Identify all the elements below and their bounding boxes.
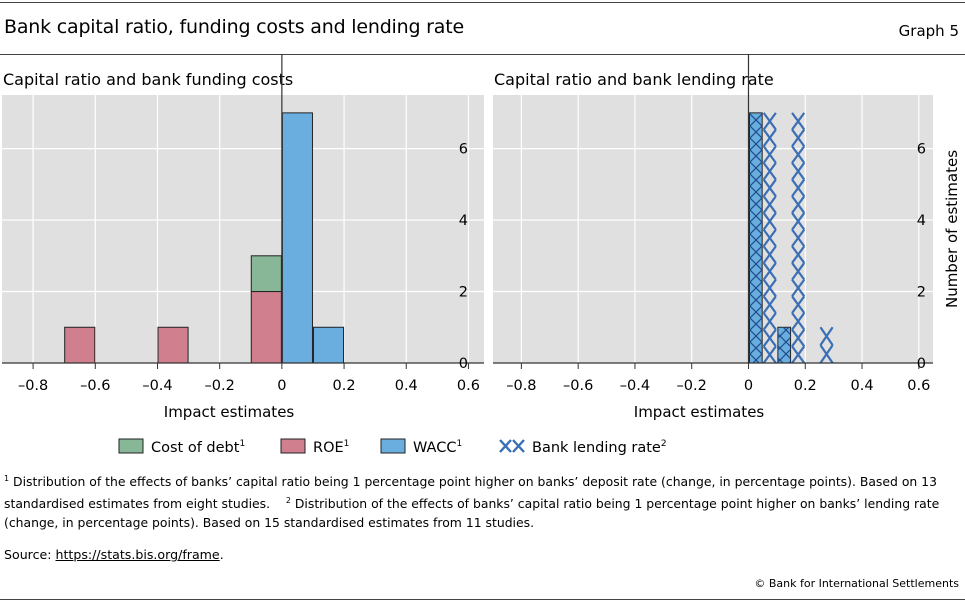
left-bar-cost_of_debt bbox=[250, 255, 282, 293]
legend-label-roe: ROE1 bbox=[313, 439, 349, 456]
charts-canvas: Capital ratio and bank funding costs –0.8… bbox=[2, 54, 961, 456]
left-x-axis-title: Impact estimates bbox=[164, 403, 295, 421]
right-bar-bank-lending-rate bbox=[791, 112, 806, 364]
left-bar-roe bbox=[157, 326, 189, 364]
copyright: © Bank for International Settlements bbox=[754, 577, 959, 590]
source-prefix: Source: bbox=[4, 547, 56, 562]
left-x-tick-label: 0.2 bbox=[333, 378, 356, 394]
left-x-tick-label: –0.2 bbox=[205, 378, 235, 394]
right-y-tick-label: 0 bbox=[917, 356, 926, 372]
top-rule bbox=[0, 2, 965, 3]
right-x-tick-label: 0 bbox=[744, 378, 753, 394]
left-plot-background bbox=[2, 95, 484, 363]
right-x-tick-label: –0.4 bbox=[620, 378, 650, 394]
right-x-tick-label: –0.6 bbox=[563, 378, 593, 394]
legend-swatch-bank_lending_rate bbox=[499, 439, 525, 453]
left-x-tick-label: –0.6 bbox=[80, 378, 110, 394]
left-y-tick-label: 2 bbox=[459, 285, 468, 301]
legend-label-bank_lending_rate: Bank lending rate2 bbox=[532, 439, 667, 456]
right-y-tick-label: 2 bbox=[917, 285, 926, 301]
left-bar-roe bbox=[250, 291, 282, 364]
right-y-tick-label: 4 bbox=[917, 213, 926, 229]
left-y-tick-label: 0 bbox=[459, 356, 468, 372]
legend-label-wacc: WACC1 bbox=[413, 439, 462, 456]
left-bar-roe bbox=[64, 326, 96, 364]
right-x-tick-label: –0.2 bbox=[677, 378, 707, 394]
source-line: Source: https://stats.bis.org/frame. bbox=[4, 547, 224, 562]
right-y-tick-label: 6 bbox=[917, 142, 926, 158]
left-panel-title: Capital ratio and bank funding costs bbox=[3, 70, 293, 89]
footnotes: 1 Distribution of the effects of banks’ … bbox=[4, 469, 962, 532]
left-bar-wacc bbox=[281, 112, 313, 364]
left-x-tick-label: 0.4 bbox=[395, 378, 418, 394]
right-plot-background bbox=[493, 95, 933, 363]
right-x-axis-title: Impact estimates bbox=[634, 403, 765, 421]
graph-number: Graph 5 bbox=[898, 22, 959, 40]
left-x-tick-label: –0.8 bbox=[18, 378, 48, 394]
left-bar-wacc bbox=[312, 326, 345, 364]
left-y-tick-label: 4 bbox=[459, 213, 468, 229]
bottom-rule bbox=[0, 599, 965, 600]
legend-label-cost_of_debt: Cost of debt1 bbox=[151, 439, 245, 456]
left-x-tick-label: –0.4 bbox=[142, 378, 172, 394]
footnote-2-mark: 2 bbox=[285, 496, 291, 505]
legend-swatch-wacc bbox=[380, 438, 406, 454]
footnote-1-text: Distribution of the effects of banks’ ca… bbox=[4, 474, 937, 511]
right-bar-wacc-overlap-hatch bbox=[749, 112, 763, 363]
right-x-tick-label: 0.6 bbox=[907, 378, 930, 394]
source-link[interactable]: https://stats.bis.org/frame bbox=[55, 547, 220, 562]
right-x-tick-label: 0.2 bbox=[794, 378, 817, 394]
right-bar-wacc-overlap-hatch bbox=[777, 327, 791, 363]
right-x-tick-label: –0.8 bbox=[506, 378, 536, 394]
right-bar-bank-lending-rate bbox=[819, 326, 834, 364]
source-suffix: . bbox=[219, 547, 224, 562]
legend-swatch-cost_of_debt bbox=[118, 438, 144, 454]
right-x-tick-label: 0.4 bbox=[851, 378, 874, 394]
right-panel-title: Capital ratio and bank lending rate bbox=[494, 70, 774, 89]
right-y-axis-title: Number of estimates bbox=[943, 150, 961, 308]
footnote-1-mark: 1 bbox=[4, 474, 10, 483]
footnote-2-text: Distribution of the effects of banks’ ca… bbox=[4, 496, 940, 530]
right-bar-bank-lending-rate bbox=[762, 112, 777, 364]
left-x-tick-label: 0 bbox=[277, 378, 286, 394]
title-rule bbox=[0, 54, 965, 55]
left-y-tick-label: 6 bbox=[459, 142, 468, 158]
legend-swatch-roe bbox=[280, 438, 306, 454]
left-x-tick-label: 0.6 bbox=[457, 378, 480, 394]
figure-title: Bank capital ratio, funding costs and le… bbox=[4, 16, 464, 38]
